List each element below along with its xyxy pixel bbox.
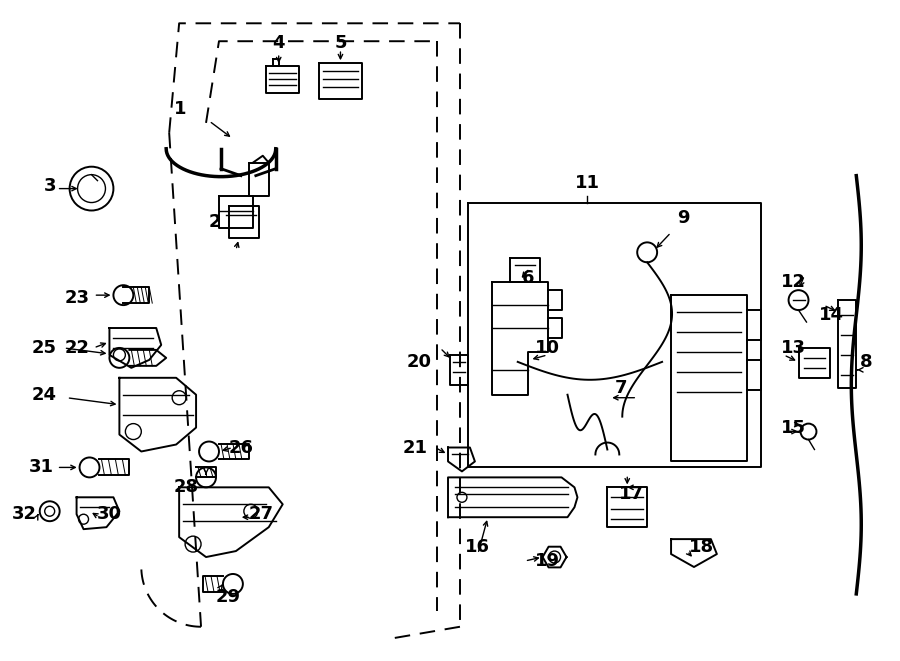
Text: 23: 23 [65, 289, 89, 307]
Text: 4: 4 [273, 34, 285, 52]
Text: 18: 18 [689, 538, 714, 556]
Text: 31: 31 [29, 459, 54, 477]
Text: 13: 13 [780, 339, 806, 357]
Text: 26: 26 [229, 438, 254, 457]
Text: 8: 8 [860, 353, 873, 371]
Text: 5: 5 [334, 34, 346, 52]
Text: 32: 32 [12, 505, 37, 524]
Text: 10: 10 [535, 339, 560, 357]
Text: 2: 2 [209, 214, 221, 231]
Text: 7: 7 [615, 379, 627, 397]
Text: 3: 3 [44, 176, 57, 194]
Text: 11: 11 [575, 174, 600, 192]
Text: 6: 6 [522, 269, 535, 288]
Text: 19: 19 [536, 552, 560, 570]
Text: 16: 16 [465, 538, 491, 556]
Text: 9: 9 [677, 210, 689, 227]
Text: 1: 1 [174, 100, 186, 118]
Text: 27: 27 [248, 505, 274, 524]
Text: 15: 15 [780, 418, 806, 436]
Text: 22: 22 [65, 339, 89, 357]
Text: 25: 25 [32, 339, 57, 357]
Text: 14: 14 [818, 306, 843, 324]
Text: 17: 17 [619, 485, 644, 503]
Text: 24: 24 [32, 386, 57, 404]
Text: 30: 30 [96, 505, 122, 524]
Text: 28: 28 [173, 479, 198, 496]
Text: 29: 29 [216, 588, 241, 606]
Text: 12: 12 [780, 273, 806, 292]
Text: 21: 21 [403, 438, 428, 457]
Text: 20: 20 [407, 353, 432, 371]
